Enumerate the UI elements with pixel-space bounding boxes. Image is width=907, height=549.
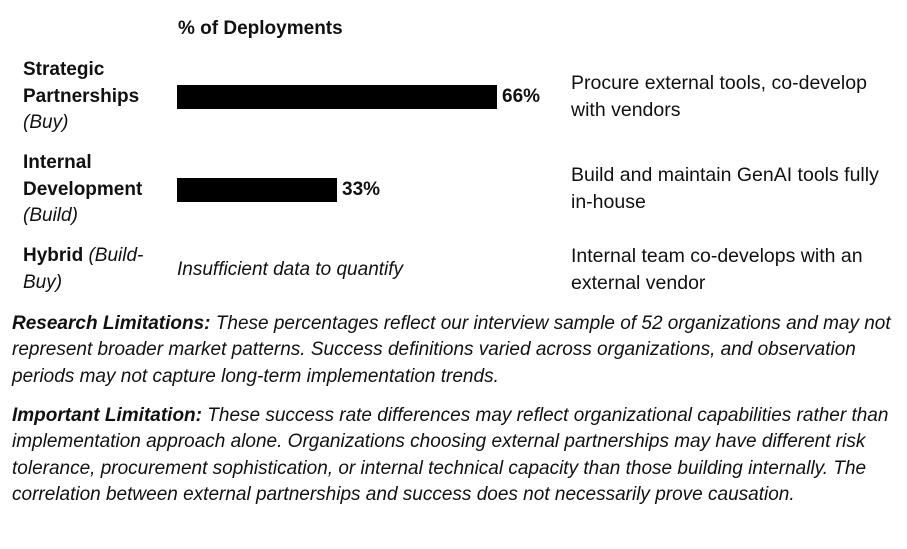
- bar-area: 66%: [177, 85, 557, 109]
- insufficient-data-note: Insufficient data to quantify: [177, 259, 404, 280]
- bar-value-label: 33%: [342, 179, 381, 200]
- bar-internal-development: [177, 178, 337, 202]
- bar-area: 33%: [177, 178, 557, 202]
- row-label: Strategic Partnerships (Buy): [23, 57, 173, 137]
- row-name: Strategic Partnerships: [23, 59, 140, 107]
- research-limitations-label: Research Limitations:: [12, 313, 211, 334]
- important-limitation-label: Important Limitation:: [12, 405, 202, 426]
- row-label: Hybrid (Build-Buy): [23, 243, 173, 296]
- important-limitation-note: Important Limitation: These success rate…: [12, 403, 892, 508]
- research-limitations-note: Research Limitations: These percentages …: [12, 311, 892, 390]
- row-subname: (Buy): [23, 112, 69, 133]
- row-description: Build and maintain GenAI tools fully in-…: [571, 164, 879, 213]
- row-description: Internal team co-develops with an extern…: [571, 245, 863, 294]
- research-limitations-text: These percentages reflect our interview …: [12, 313, 891, 387]
- row-subname: (Build): [23, 205, 78, 226]
- bar-strategic-partnerships: [177, 85, 497, 109]
- row-subname: (Build-Buy): [23, 245, 144, 293]
- row-name: Hybrid: [23, 245, 84, 266]
- row-name: Internal Development: [23, 152, 143, 200]
- bar-value-label: 66%: [502, 86, 541, 107]
- row-description: Procure external tools, co-develop with …: [571, 72, 867, 121]
- row-label: Internal Development (Build): [23, 150, 173, 230]
- chart-header: % of Deployments: [178, 18, 343, 39]
- important-limitation-text: These success rate differences may refle…: [12, 405, 889, 505]
